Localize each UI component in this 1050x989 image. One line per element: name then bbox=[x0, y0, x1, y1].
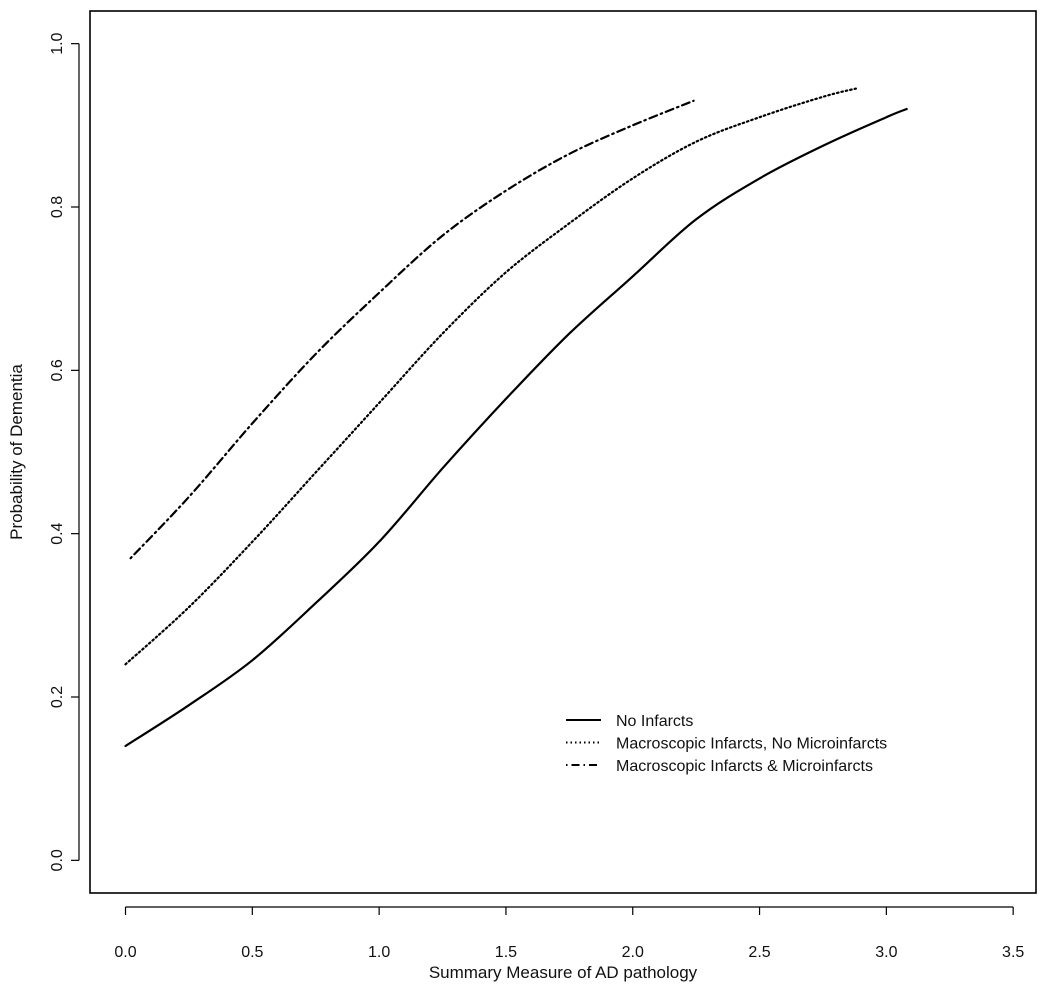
x-tick-label: 0.0 bbox=[114, 944, 136, 961]
x-tick-label: 1.0 bbox=[368, 944, 390, 961]
x-tick-label: 2.0 bbox=[622, 944, 644, 961]
y-axis: 0.0 0.2 0.4 0.6 0.8 1.0 bbox=[49, 32, 80, 871]
y-tick-label: 1.0 bbox=[49, 32, 66, 54]
series-line-2 bbox=[124, 87, 857, 666]
y-tick-label: 0.2 bbox=[49, 686, 66, 708]
x-axis: 0.0 0.5 1.0 1.5 2.0 2.5 3.0 3.5 bbox=[114, 906, 1024, 961]
series-line-1 bbox=[124, 107, 908, 748]
y-tick-label: 0.8 bbox=[49, 196, 66, 218]
legend-label: No Infarcts bbox=[616, 713, 693, 730]
x-tick-label: 0.5 bbox=[241, 944, 263, 961]
legend-label: Macroscopic Infarcts & Microinfarcts bbox=[616, 758, 873, 775]
x-tick-label: 3.0 bbox=[875, 944, 897, 961]
legend: No Infarcts Macroscopic Infarcts, No Micr… bbox=[566, 713, 887, 775]
x-axis-label: Summary Measure of AD pathology bbox=[429, 963, 698, 982]
y-tick-label: 0.6 bbox=[49, 359, 66, 381]
x-tick-label: 1.5 bbox=[495, 944, 517, 961]
legend-label: Macroscopic Infarcts, No Microinfarcts bbox=[616, 736, 887, 753]
y-tick-label: 0.4 bbox=[49, 522, 66, 544]
plot-frame bbox=[89, 10, 1037, 894]
series-lines bbox=[124, 87, 908, 748]
series-line-3 bbox=[129, 99, 695, 560]
y-tick-label: 0.0 bbox=[49, 849, 66, 871]
y-axis-label: Probability of Dementia bbox=[7, 364, 26, 540]
x-tick-label: 2.5 bbox=[748, 944, 770, 961]
x-tick-label: 3.5 bbox=[1002, 944, 1024, 961]
